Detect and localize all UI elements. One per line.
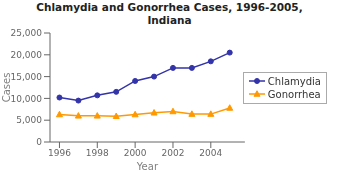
- svg-text:1996: 1996: [48, 148, 71, 158]
- svg-text:25,000: 25,000: [11, 28, 43, 38]
- html-text:Gonorrhea: Gonorrhea: [267, 88, 321, 100]
- svg-text:10,000: 10,000: [11, 94, 43, 104]
- svg-text:15,000: 15,000: [11, 72, 43, 82]
- svg-text:2004: 2004: [199, 148, 222, 158]
- html-text:Indiana: Indiana: [147, 13, 192, 26]
- svg-text:Year: Year: [136, 161, 159, 171]
- html-text:Chlamydia and Gonorrhea Cases,: Chlamydia and Gonorrhea Cases, 1996-2005…: [36, 1, 303, 13]
- svg-text:Cases: Cases: [8, 73, 12, 103]
- svg-text:20,000: 20,000: [11, 50, 43, 60]
- svg-text:1998: 1998: [86, 148, 109, 158]
- svg-text:0: 0: [36, 137, 42, 147]
- svg-text:5,000: 5,000: [16, 115, 42, 125]
- html-text:Chlamydia: Chlamydia: [267, 75, 321, 87]
- svg-text:2002: 2002: [162, 148, 185, 158]
- svg-text:2000: 2000: [124, 148, 147, 158]
